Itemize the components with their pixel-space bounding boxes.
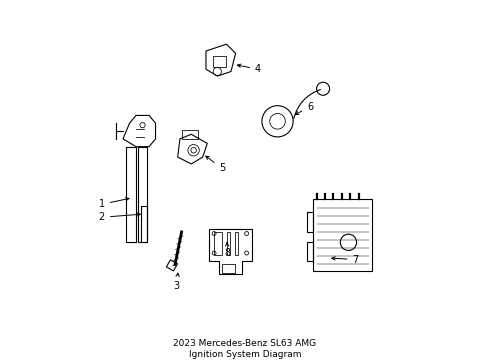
Text: 2023 Mercedes-Benz SL63 AMG
Ignition System Diagram: 2023 Mercedes-Benz SL63 AMG Ignition Sys…	[173, 339, 317, 359]
Text: 6: 6	[295, 102, 313, 114]
Text: 7: 7	[332, 255, 359, 265]
Text: 5: 5	[206, 156, 225, 174]
Bar	[235, 232, 239, 255]
Text: 8: 8	[224, 242, 230, 258]
Bar	[213, 55, 226, 67]
Bar	[141, 206, 147, 242]
Bar	[167, 260, 177, 271]
Bar	[313, 199, 372, 271]
Bar	[307, 212, 313, 232]
Text: 3: 3	[173, 273, 180, 291]
Bar	[307, 242, 313, 261]
Text: 2: 2	[98, 212, 140, 222]
Bar	[214, 232, 222, 255]
Bar	[138, 147, 147, 242]
Bar	[182, 130, 198, 139]
Bar	[126, 147, 136, 242]
Text: 1: 1	[99, 198, 129, 209]
Bar	[222, 265, 235, 273]
Text: 4: 4	[237, 64, 261, 74]
Bar	[227, 232, 230, 255]
